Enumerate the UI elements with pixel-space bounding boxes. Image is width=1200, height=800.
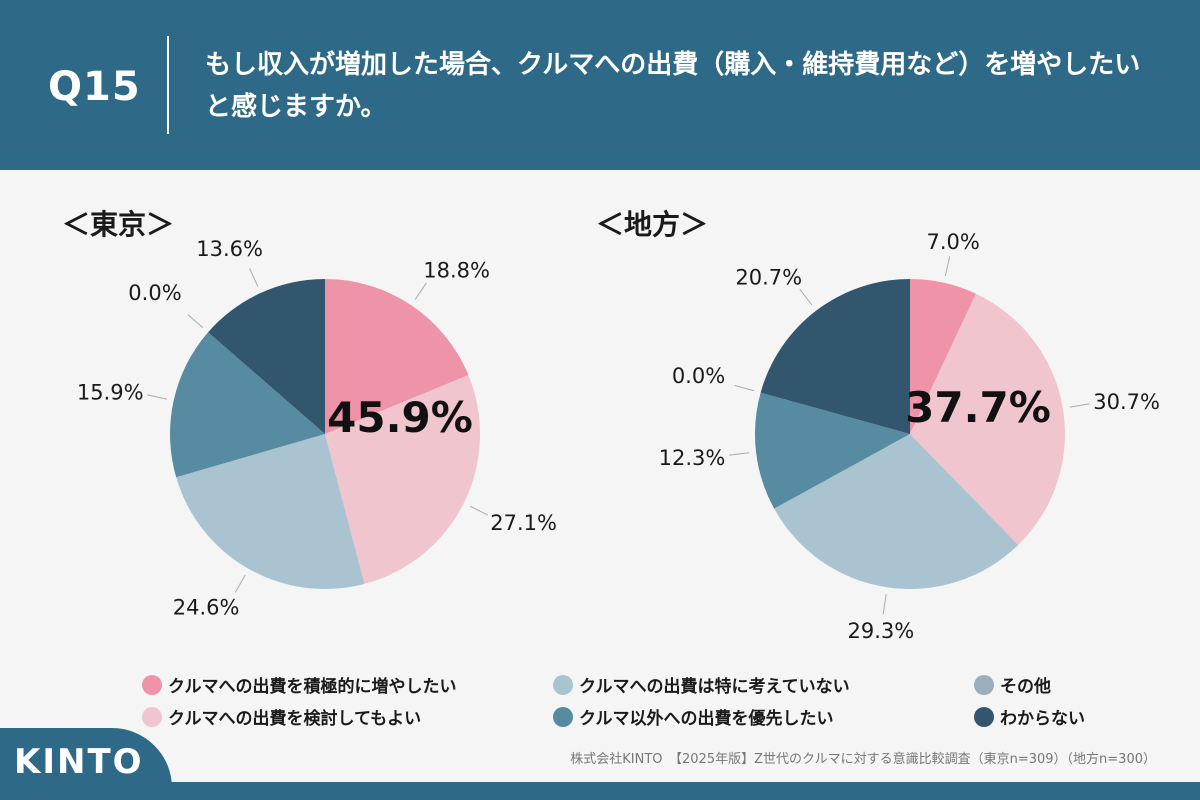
leader-line <box>734 384 755 392</box>
pie-slice-consider <box>910 293 1065 545</box>
pie-charts: 18.8% 27.1% 24.6% 15.9% 0.0% 13.6% 45.9% 7.0% 30… <box>77 230 1160 643</box>
data-label-dont-know: 13.6% <box>196 237 263 261</box>
leader-line <box>249 268 259 287</box>
logo-tab <box>0 728 172 800</box>
header-divider <box>167 36 169 134</box>
data-label-actively-increase: 7.0% <box>927 230 980 254</box>
leader-line <box>187 314 204 329</box>
pie-slice-prioritize-other <box>169 332 325 478</box>
data-label-actively-increase: 18.8% <box>423 259 490 283</box>
question-text: もし収入が増加した場合、クルマへの出費（購入・維持費用など）を増やしたいと感じま… <box>205 50 1141 122</box>
pie-slice-dont-know <box>208 279 325 434</box>
pie-slice-actively-increase <box>910 279 976 434</box>
chart-title-region: ＜地方＞ <box>596 208 709 241</box>
data-label-other: 0.0% <box>128 281 181 305</box>
data-label-not-considering: 24.6% <box>173 595 240 619</box>
pie-slice-not-considering <box>774 434 1019 589</box>
center-total-label: 37.7% <box>905 383 1051 432</box>
leader-line <box>469 505 489 516</box>
source-note: 株式会社KINTO 【2025年版】Z世代のクルマに対する意識比較調査（東京n=… <box>570 752 1156 767</box>
leader-line <box>799 288 813 306</box>
pie-slice-dont-know <box>760 279 910 434</box>
chart-title-tokyo: ＜東京＞ <box>62 208 175 241</box>
data-label-consider: 30.7% <box>1093 390 1160 414</box>
pie-slice-prioritize-other <box>755 392 910 509</box>
kinto-logo: KINTO <box>14 742 144 782</box>
leader-line <box>944 256 951 277</box>
question-number: Q15 <box>48 64 141 110</box>
leader-line <box>882 594 887 615</box>
pie-slice-consider <box>325 375 480 584</box>
chart-panel: ＜東京＞ ＜地方＞ 18.8% 27.1% 24.6% 15.9% 0.0% 13.6% 4… <box>0 170 1200 782</box>
data-label-other: 0.0% <box>672 364 725 388</box>
data-label-prioritize-other: 15.9% <box>77 380 144 404</box>
center-total-label: 45.9% <box>327 393 473 442</box>
leader-line <box>234 574 246 593</box>
pie-slice-not-considering <box>176 434 365 589</box>
leader-line <box>729 452 750 456</box>
data-label-consider: 27.1% <box>490 511 557 535</box>
leader-line <box>414 282 427 300</box>
data-label-prioritize-other: 12.3% <box>659 446 726 470</box>
leader-line <box>147 394 167 400</box>
data-label-dont-know: 20.7% <box>735 265 802 289</box>
data-label-not-considering: 29.3% <box>848 619 915 643</box>
question-header: Q15 もし収入が増加した場合、クルマへの出費（購入・維持費用など）を増やしたい… <box>0 0 1200 170</box>
pie-slice-actively-increase <box>325 279 469 434</box>
leader-line <box>1069 403 1090 408</box>
